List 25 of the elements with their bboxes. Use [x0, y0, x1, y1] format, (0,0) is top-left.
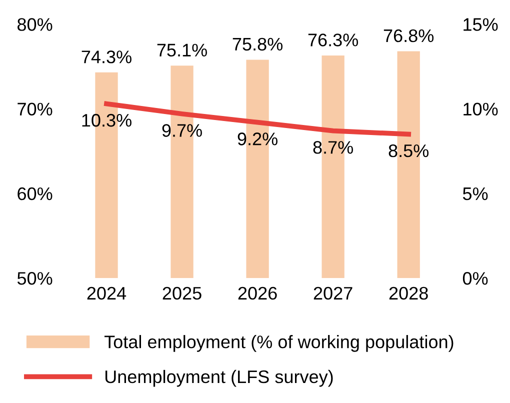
data-label: 75.1% [157, 44, 207, 57]
x-tick-label: 2025 [162, 286, 202, 300]
y-tick-label: 80% [18, 18, 52, 31]
x-tick-label: 2028 [389, 286, 428, 300]
y2-tick-label: 0% [462, 272, 488, 285]
data-label: 9.2% [238, 132, 278, 146]
y-tick-label: 60% [18, 187, 52, 200]
y2-tick-label: 10% [464, 102, 498, 116]
data-label: 8.7% [313, 141, 354, 154]
data-label: 75.8% [232, 38, 283, 51]
data-label: 76.8% [384, 29, 434, 42]
legend-label: Total employment (% of working population) [104, 335, 454, 352]
x-tick-label: 2027 [314, 286, 352, 300]
data-label: 9.7% [162, 124, 202, 137]
data-label: 10.3% [82, 114, 132, 127]
y2-tick-label: 5% [462, 187, 488, 200]
data-label: 8.5% [388, 144, 429, 158]
x-tick-label: 2026 [238, 286, 277, 300]
y-tick-label: 50% [17, 272, 52, 285]
data-label: 74.3% [82, 50, 132, 64]
legend-label: Unemployment (LFS survey) [105, 370, 333, 387]
y-tick-label: 70% [18, 102, 52, 116]
x-tick-label: 2024 [87, 286, 126, 300]
y2-tick-label: 15% [464, 18, 498, 31]
data-label: 76.3% [308, 34, 358, 46]
